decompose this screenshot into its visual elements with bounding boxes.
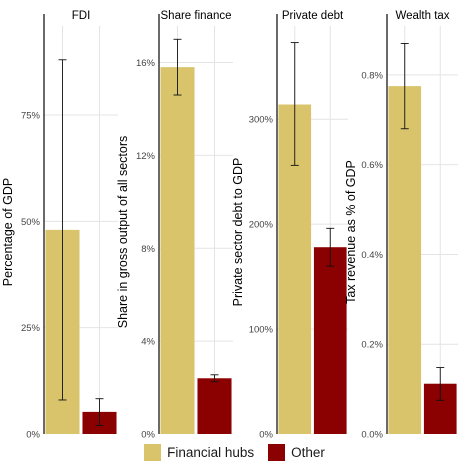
y-tick-label: 75% [21,111,41,122]
y-tick-label: 25% [21,323,41,334]
panel-title: FDI [72,10,91,22]
legend-label-financial-hubs: Financial hubs [167,444,255,460]
legend-swatch-other [268,443,286,461]
legend-item-other: Other [268,443,325,461]
bar-other [197,378,232,434]
panel-title: Share finance [161,10,232,22]
legend-item-financial-hubs: Financial hubs [144,443,255,461]
y-axis-label: Share in gross output of all sectors [116,136,130,328]
y-tick-label: 300% [249,115,274,126]
legend-swatch-financial-hubs [144,443,162,461]
bar-other [313,247,347,434]
y-axis-label: Private sector debt to GDP [231,158,245,307]
y-tick-label: 16% [136,58,156,69]
y-tick-label: 200% [249,220,274,231]
bar-financial-hubs [160,67,195,435]
y-tick-label: 0% [141,430,155,441]
y-tick-label: 50% [21,217,41,228]
y-tick-label: 0.2% [361,340,383,351]
bar-financial-hubs [388,86,422,434]
y-tick-label: 12% [136,151,156,162]
panel-title: Wealth tax [395,10,449,22]
panel-title: Private debt [282,10,344,22]
y-tick-label: 0% [26,430,40,441]
y-tick-label: 0.6% [361,160,383,171]
chart-figure: FDI 0% 25% 50% 75% Percentage of GDP Share fin… [1,10,458,441]
y-tick-label: 0.4% [361,250,383,261]
y-tick-label: 0% [259,430,273,441]
y-tick-label: 100% [249,325,274,336]
y-tick-label: 8% [141,244,155,255]
y-tick-label: 0.0% [361,430,383,441]
legend: Financial hubs Other [0,440,469,464]
y-axis-label: Tax revenue as % of GDP [344,160,358,304]
y-tick-label: 4% [141,337,155,348]
legend-label-other: Other [291,444,325,460]
y-axis-label: Percentage of GDP [1,178,15,286]
y-tick-label: 0.8% [361,70,383,81]
